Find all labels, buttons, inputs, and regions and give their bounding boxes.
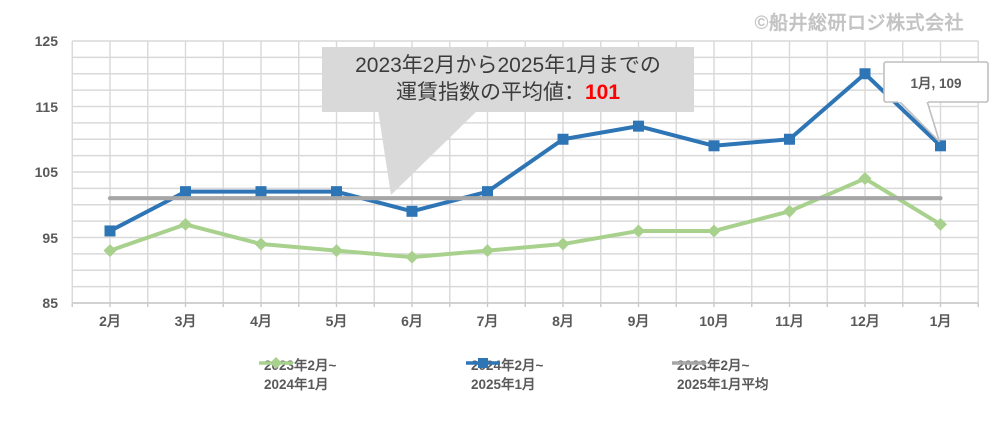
marker-diamond: [103, 244, 117, 258]
legend-line-icon: [672, 361, 706, 365]
marker-diamond: [405, 250, 419, 264]
x-axis-label: 3月: [174, 313, 197, 329]
legend-item-average: 2023年2月~ 2025年1月平均: [671, 356, 769, 394]
x-axis-label: 10月: [699, 313, 729, 329]
marker-diamond: [556, 237, 570, 251]
x-axis-label: 7月: [476, 313, 499, 329]
marker-square: [633, 120, 644, 132]
legend-item-2024: 2024年2月~ 2025年1月: [465, 356, 543, 394]
average-value: 101: [584, 81, 621, 104]
legend-line-icon: [466, 358, 500, 368]
legend-line-icon: [259, 357, 293, 369]
marker-diamond: [330, 244, 343, 258]
x-axis-label: 11月: [775, 313, 804, 329]
average-annotation-line1: 2023年2月から2025年1月までの: [355, 54, 661, 77]
marker-diamond: [707, 224, 721, 238]
callout-box: [883, 61, 989, 143]
legend: 2023年2月~ 2024年1月 2024年2月~ 2025年1月 2023年2…: [0, 356, 1000, 416]
y-axis-label: 95: [42, 229, 58, 246]
marker-square: [708, 140, 720, 152]
marker-square: [180, 186, 191, 198]
series-0: [103, 172, 947, 264]
y-axis-label: 115: [35, 98, 58, 115]
marker-square: [557, 133, 569, 145]
marker-diamond: [632, 224, 645, 238]
y-axis-label: 85: [42, 295, 58, 311]
marker-diamond: [934, 217, 947, 231]
average-annotation-box: 2023年2月から2025年1月までの 運賃指数の平均値：101: [322, 47, 694, 112]
marker-square: [859, 68, 871, 80]
x-axis-label: 5月: [325, 313, 348, 329]
x-axis-label: 6月: [401, 313, 423, 329]
legend-label-2023-line2: 2024年1月: [264, 377, 329, 392]
average-annotation-line2: 運賃指数の平均値：101: [395, 81, 621, 104]
marker-diamond: [254, 237, 268, 251]
marker-diamond: [858, 172, 872, 186]
annotation-pointer: [378, 110, 478, 195]
y-axis-label: 125: [34, 33, 58, 49]
x-axis-label: 12月: [850, 313, 880, 329]
legend-label-average-line2: 2025年1月平均: [677, 377, 769, 392]
copyright-watermark: ©船井総研ロジ株式会社: [754, 13, 964, 34]
data-label-callout: 1月, 109: [910, 76, 962, 91]
marker-diamond: [783, 204, 796, 218]
series-line-1: [108, 71, 943, 233]
marker-square: [935, 140, 946, 152]
marker-square: [482, 186, 493, 198]
x-axis-label: 2月: [99, 313, 121, 329]
x-axis-label: 1月: [929, 313, 952, 329]
marker-square: [255, 186, 267, 198]
marker-square: [104, 225, 116, 237]
legend-label-2024-line2: 2025年1月: [471, 377, 536, 392]
marker-diamond: [481, 244, 494, 258]
marker-diamond: [179, 217, 192, 231]
legend-item-2023: 2023年2月~ 2024年1月: [258, 356, 336, 394]
x-axis-label: 8月: [552, 313, 574, 329]
x-axis-label: 9月: [627, 313, 650, 329]
marker-square: [784, 133, 795, 145]
x-axis-label: 4月: [250, 313, 272, 329]
series-line-0: [108, 176, 943, 260]
marker-square: [406, 205, 418, 217]
marker-square: [331, 186, 342, 198]
series-1: [104, 68, 946, 237]
y-axis-label: 105: [34, 164, 58, 180]
